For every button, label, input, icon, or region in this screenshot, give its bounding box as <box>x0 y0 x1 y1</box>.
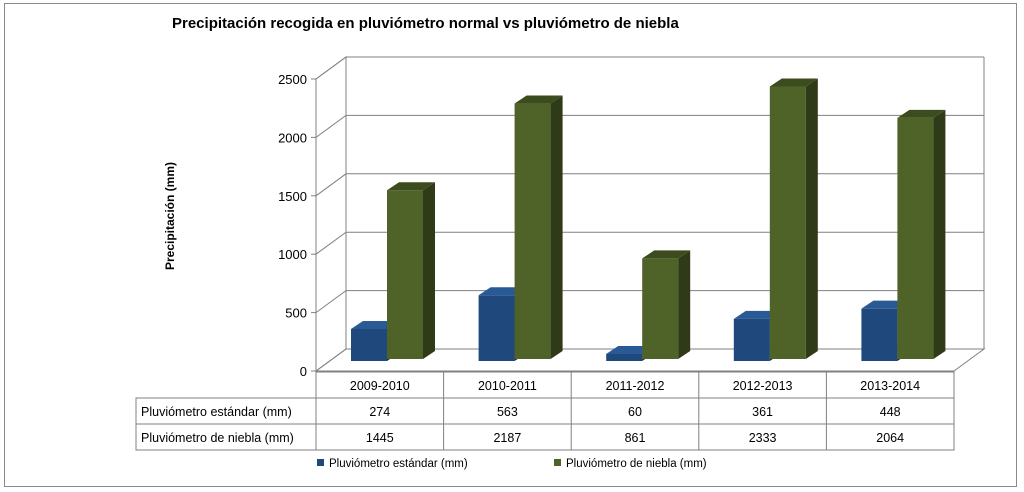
y-tick-label: 1000 <box>278 247 307 262</box>
x-tick-label: 2010-2011 <box>478 379 537 393</box>
data-table: 2009-2010 2010-2011 2011-2012 2012-2013 2013… <box>135 371 955 451</box>
bar-front <box>478 295 515 361</box>
data-label: 2187 <box>493 431 521 445</box>
bar-top <box>897 109 946 118</box>
legend-label: Pluviómetro de niebla (mm) <box>566 458 707 470</box>
bar-front <box>387 190 423 359</box>
data-label: 60 <box>628 405 642 419</box>
bar-niebla <box>514 95 563 359</box>
bar-top <box>769 78 818 87</box>
bar-front <box>861 308 898 361</box>
legend-swatch <box>554 459 561 466</box>
bar-front <box>642 258 679 359</box>
data-label: 2333 <box>749 431 777 445</box>
bar-side <box>805 78 818 359</box>
x-tick-label: 2012-2013 <box>733 379 793 393</box>
legend: Pluviómetro estándar (mm) Pluviómetro de … <box>317 458 707 470</box>
data-label: 361 <box>752 405 773 419</box>
bar-niebla <box>769 78 818 359</box>
y-axis-label: Precipitación (mm) <box>163 162 177 270</box>
y-tick-label: 500 <box>285 306 307 321</box>
bar-side <box>933 109 946 359</box>
bar-top <box>514 95 563 104</box>
y-tick-label: 2500 <box>278 72 307 87</box>
table-series-label: Pluviómetro estándar (mm) <box>141 405 292 419</box>
y-tick-label: 0 <box>300 364 307 379</box>
legend-label: Pluviómetro estándar (mm) <box>329 458 468 470</box>
data-label: 563 <box>497 405 518 419</box>
table-series-label: Pluviómetro de niebla (mm) <box>141 431 294 445</box>
x-tick-label: 2009-2010 <box>350 379 410 393</box>
y-axis: 0 500 1000 1500 2000 2500 <box>278 72 317 379</box>
chart-side-wall <box>315 56 347 372</box>
bar-front <box>606 353 643 361</box>
x-tick-label: 2011-2012 <box>606 379 665 393</box>
bar-niebla <box>642 250 691 359</box>
chart-title: Precipitación recogida en pluviómetro no… <box>172 15 679 32</box>
bar-side <box>678 250 691 359</box>
data-label: 861 <box>625 431 646 445</box>
gridline <box>315 114 984 138</box>
y-tick-label: 2000 <box>278 130 307 145</box>
bar-front <box>897 117 934 359</box>
bar-top <box>642 250 691 259</box>
data-label: 448 <box>880 405 901 419</box>
data-label: 1445 <box>366 431 394 445</box>
x-tick-label: 2013-2014 <box>860 379 920 393</box>
bar-side <box>550 95 563 359</box>
bar-front <box>351 328 387 361</box>
bars <box>351 78 946 361</box>
y-tick-label: 1500 <box>278 189 307 204</box>
bar-front <box>769 86 806 359</box>
bar-niebla <box>387 182 435 359</box>
chart-frame: Precipitación recogida en pluviómetro no… <box>4 3 1017 487</box>
bar-front <box>733 318 770 361</box>
gridline <box>315 56 984 80</box>
chart-svg: Precipitación recogida en pluviómetro no… <box>135 15 986 470</box>
bar-front <box>514 103 551 359</box>
legend-swatch <box>317 459 324 466</box>
data-label: 274 <box>369 405 390 419</box>
bar-top <box>387 182 435 191</box>
bar-niebla <box>897 109 946 359</box>
data-label: 2064 <box>876 431 904 445</box>
bar-side <box>423 182 435 359</box>
